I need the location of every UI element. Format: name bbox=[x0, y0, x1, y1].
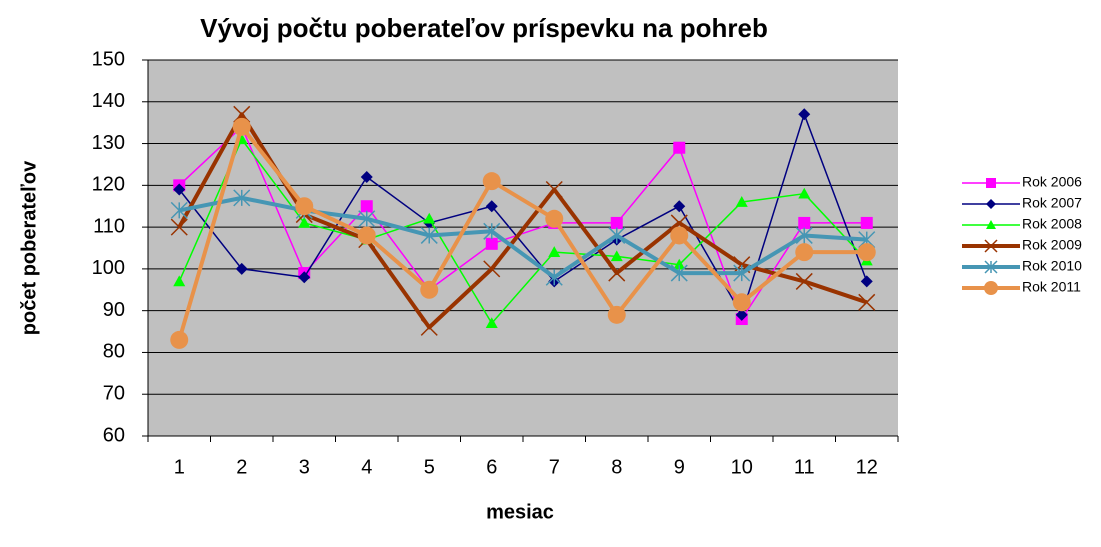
x-tick-label: 12 bbox=[856, 456, 878, 478]
marker bbox=[670, 264, 688, 282]
y-tick-label: 130 bbox=[92, 132, 125, 154]
marker bbox=[608, 226, 626, 244]
marker bbox=[610, 216, 623, 229]
marker bbox=[795, 226, 813, 244]
marker bbox=[670, 226, 689, 245]
marker bbox=[798, 216, 811, 229]
marker bbox=[485, 200, 498, 213]
y-tick-label: 110 bbox=[93, 215, 125, 237]
marker bbox=[357, 226, 376, 245]
marker bbox=[860, 275, 873, 288]
plot-area bbox=[148, 60, 898, 436]
x-tick-label: 2 bbox=[236, 456, 247, 478]
marker bbox=[420, 226, 438, 244]
marker bbox=[857, 243, 876, 262]
legend-label: Rok 2007 bbox=[1022, 195, 1082, 211]
marker bbox=[795, 243, 814, 262]
x-axis-label: mesiac bbox=[486, 501, 554, 523]
marker bbox=[483, 260, 501, 278]
marker bbox=[420, 280, 439, 299]
marker bbox=[860, 216, 873, 229]
marker bbox=[984, 239, 998, 253]
legend-label: Rok 2008 bbox=[1022, 216, 1082, 232]
marker bbox=[295, 197, 314, 216]
x-tick-label: 5 bbox=[424, 456, 435, 478]
legend-label: Rok 2010 bbox=[1022, 258, 1082, 274]
marker bbox=[548, 246, 561, 257]
marker bbox=[298, 271, 311, 284]
y-tick-label: 70 bbox=[103, 383, 125, 405]
marker bbox=[986, 220, 996, 229]
y-tick-label: 80 bbox=[103, 341, 125, 363]
marker bbox=[798, 187, 811, 199]
marker bbox=[170, 218, 188, 236]
marker bbox=[735, 308, 748, 321]
marker bbox=[733, 264, 751, 282]
marker bbox=[986, 178, 996, 188]
marker bbox=[423, 212, 436, 224]
marker bbox=[673, 141, 686, 154]
marker bbox=[358, 210, 376, 228]
marker bbox=[608, 264, 626, 282]
legend-label: Rok 2006 bbox=[1022, 174, 1082, 190]
series-line bbox=[178, 195, 867, 280]
x-tick-label: 11 bbox=[794, 456, 815, 478]
marker bbox=[232, 117, 251, 136]
marker bbox=[610, 250, 623, 262]
marker bbox=[545, 180, 563, 199]
marker bbox=[173, 275, 186, 287]
marker bbox=[984, 281, 998, 295]
marker bbox=[798, 108, 811, 121]
x-tick-label: 1 bbox=[174, 456, 185, 478]
marker bbox=[173, 183, 186, 196]
x-tick-label: 3 bbox=[299, 456, 310, 478]
series-line bbox=[177, 124, 867, 341]
x-tick-label: 6 bbox=[486, 456, 497, 478]
x-tick-label: 7 bbox=[549, 456, 560, 478]
marker bbox=[420, 318, 438, 336]
marker bbox=[170, 330, 189, 349]
x-tick-label: 4 bbox=[361, 456, 372, 478]
marker bbox=[673, 200, 686, 213]
marker bbox=[986, 199, 996, 209]
marker bbox=[858, 293, 876, 311]
y-tick-label: 120 bbox=[92, 174, 125, 196]
y-tick-label: 100 bbox=[92, 257, 125, 279]
marker bbox=[984, 260, 998, 274]
marker bbox=[485, 317, 498, 328]
marker bbox=[298, 216, 311, 228]
marker bbox=[795, 272, 813, 290]
marker bbox=[482, 172, 501, 191]
marker bbox=[483, 222, 501, 240]
y-tick-label: 90 bbox=[103, 299, 125, 321]
marker bbox=[235, 262, 248, 275]
marker bbox=[360, 200, 373, 213]
y-tick-label: 150 bbox=[92, 48, 125, 70]
legend-label: Rok 2009 bbox=[1022, 237, 1082, 253]
marker bbox=[545, 209, 564, 228]
marker bbox=[735, 196, 748, 207]
x-tick-label: 9 bbox=[674, 456, 685, 478]
y-axis-label: počet poberateľov bbox=[18, 160, 40, 335]
y-tick-label: 140 bbox=[92, 90, 125, 112]
marker bbox=[545, 268, 563, 286]
y-tick-label: 60 bbox=[103, 424, 125, 446]
series-line bbox=[178, 113, 868, 316]
legend-label: Rok 2011 bbox=[1022, 279, 1081, 295]
x-tick-label: 8 bbox=[611, 456, 622, 478]
marker bbox=[732, 293, 751, 312]
marker bbox=[170, 201, 188, 219]
marker bbox=[673, 258, 686, 270]
series-line bbox=[178, 126, 867, 320]
marker bbox=[485, 237, 498, 250]
marker bbox=[607, 305, 626, 324]
x-tick-label: 10 bbox=[731, 456, 753, 478]
marker bbox=[233, 189, 251, 207]
marker bbox=[360, 170, 373, 183]
chart-title: Vývoj počtu poberateľov príspevku na poh… bbox=[200, 13, 768, 43]
